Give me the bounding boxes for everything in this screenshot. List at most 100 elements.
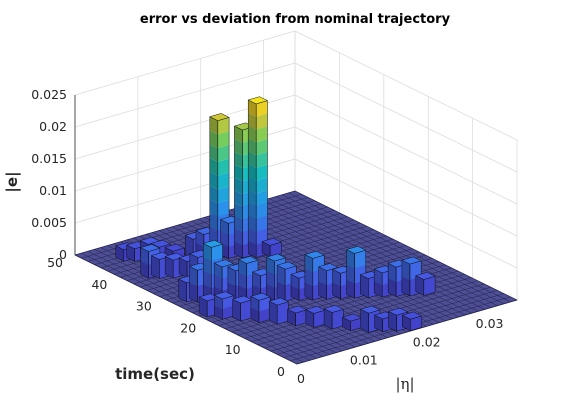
- bar-top-face: [247, 96, 269, 105]
- z-tick-label: 0.02: [39, 119, 67, 134]
- z-tick-label: 0: [59, 247, 67, 262]
- bar-side-face: [179, 257, 188, 278]
- bar-side-face: [199, 297, 208, 317]
- bar-side-face: [248, 112, 257, 130]
- bar-side-face: [209, 130, 218, 149]
- bar-front-face: [256, 215, 268, 232]
- bar-front-face: [240, 299, 252, 322]
- bar-side-face: [195, 230, 204, 247]
- bar-side-face: [248, 240, 257, 258]
- bar-top-face: [150, 239, 172, 248]
- bar-side-face: [266, 257, 275, 275]
- z-tick-label: 0.015: [31, 151, 67, 166]
- bar-side-face: [374, 315, 383, 332]
- bar-front-face: [256, 190, 268, 207]
- bar-top-face: [341, 313, 363, 322]
- bar-front-face: [423, 276, 436, 296]
- bar-front-face: [217, 131, 230, 149]
- bar-side-face: [209, 158, 218, 176]
- bar-front-face: [217, 144, 230, 162]
- bar-side-face: [234, 164, 243, 182]
- bar-front-face: [295, 309, 307, 326]
- bar-front-face: [258, 308, 271, 323]
- bar-side-face: [318, 281, 327, 300]
- bar-side-face: [234, 126, 243, 143]
- bar-side-face: [388, 278, 397, 297]
- bar-side-face: [209, 213, 218, 231]
- bar-top-face: [261, 237, 283, 246]
- bar-front-face: [277, 301, 289, 325]
- bar-top-face: [209, 113, 230, 121]
- x-tick-label: 0.02: [413, 334, 441, 349]
- bar-side-face: [189, 282, 198, 303]
- bar-side-face: [401, 260, 410, 281]
- bar-side-face: [209, 116, 218, 135]
- bar-side-face: [252, 271, 261, 289]
- gridline: [294, 94, 518, 205]
- bar-side-face: [250, 307, 259, 323]
- bar-top-face: [164, 243, 185, 252]
- bar: [401, 311, 423, 332]
- bar: [323, 305, 345, 330]
- bar-side-face: [238, 259, 247, 277]
- bar: [305, 305, 326, 328]
- bar-top-face: [415, 272, 436, 280]
- bar: [415, 272, 436, 296]
- bar-side-face: [234, 190, 243, 207]
- bar-side-face: [287, 309, 296, 326]
- y-tick-label: 10: [225, 342, 241, 357]
- bar-side-face: [402, 315, 411, 331]
- bar-side-face: [305, 309, 314, 328]
- bar-side-face: [277, 265, 286, 286]
- bar-top-face: [401, 311, 423, 320]
- bar-top-face: [213, 259, 235, 268]
- bar-side-face: [248, 202, 257, 220]
- bar-side-face: [346, 249, 355, 269]
- bar-side-face: [165, 256, 174, 279]
- bar-side-face: [304, 282, 313, 300]
- bar-side-face: [209, 171, 218, 190]
- bar-side-face: [234, 215, 243, 233]
- gridline: [74, 30, 296, 96]
- bar-top-face: [238, 256, 259, 264]
- bar-side-face: [140, 247, 149, 265]
- bar-side-face: [234, 202, 243, 220]
- bar-side-face: [277, 281, 286, 302]
- bar-front-face: [410, 315, 422, 331]
- bar-top-face: [202, 239, 224, 248]
- bar-front-face: [222, 305, 234, 320]
- bar-front-face: [222, 295, 234, 310]
- bar-top-face: [139, 244, 161, 252]
- bar-side-face: [291, 285, 299, 301]
- bar-front-face: [217, 158, 230, 176]
- bar-side-face: [115, 245, 124, 262]
- bar-side-face: [151, 255, 160, 279]
- bar-side-face: [203, 243, 212, 261]
- bar-side-face: [360, 309, 369, 333]
- bar-front-face: [313, 310, 326, 328]
- bar-front-face: [354, 250, 366, 269]
- z-tick-label: 0.005: [31, 215, 67, 230]
- bar-side-face: [189, 266, 198, 287]
- bar-side-face: [234, 241, 243, 258]
- bar-top-face: [305, 305, 326, 314]
- y-tick-label: 30: [136, 299, 152, 314]
- gridline: [294, 30, 518, 141]
- bar-side-face: [248, 228, 257, 245]
- bar-side-face: [178, 278, 187, 302]
- x-tick-label: 0: [297, 371, 305, 386]
- bar-side-face: [332, 269, 341, 287]
- bar-side-face: [203, 270, 212, 289]
- bar-front-face: [256, 203, 268, 220]
- bar-side-face: [234, 151, 243, 169]
- bar-top-face: [345, 246, 367, 254]
- bar: [286, 305, 308, 327]
- bar-side-face: [248, 151, 257, 168]
- bar-top-face: [268, 297, 290, 306]
- bar: [261, 237, 283, 258]
- gridline: [294, 126, 518, 237]
- bar-front-face: [256, 164, 268, 181]
- bar-side-face: [318, 266, 327, 286]
- gridline: [294, 62, 518, 173]
- bar-top-face: [387, 307, 409, 316]
